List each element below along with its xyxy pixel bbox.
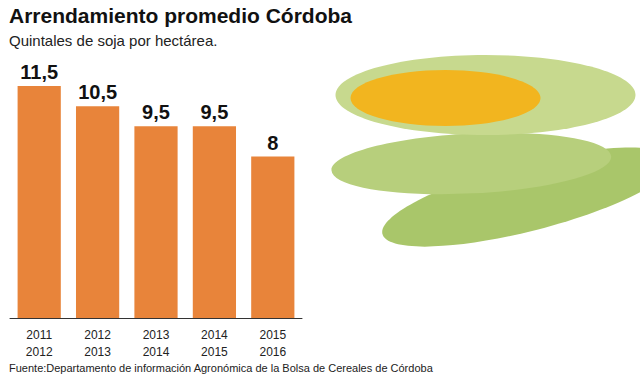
svg-text:2013: 2013 bbox=[143, 328, 170, 342]
svg-text:2013: 2013 bbox=[84, 345, 111, 359]
svg-text:2014: 2014 bbox=[143, 345, 170, 359]
svg-text:9,5: 9,5 bbox=[200, 101, 228, 123]
svg-text:Quintales de soja por hectárea: Quintales de soja por hectárea. bbox=[9, 32, 217, 49]
svg-text:9,5: 9,5 bbox=[142, 101, 170, 123]
svg-text:2012: 2012 bbox=[84, 328, 111, 342]
svg-text:2016: 2016 bbox=[259, 345, 286, 359]
svg-text:10,5: 10,5 bbox=[78, 81, 117, 103]
svg-text:11,5: 11,5 bbox=[20, 61, 58, 83]
svg-text:2014: 2014 bbox=[201, 328, 228, 342]
svg-text:2012: 2012 bbox=[26, 345, 53, 359]
svg-text:8: 8 bbox=[267, 132, 278, 154]
svg-text:2015: 2015 bbox=[259, 328, 286, 342]
svg-text:2015: 2015 bbox=[201, 345, 228, 359]
svg-text:Arrendamiento promedio Córdoba: Arrendamiento promedio Córdoba bbox=[9, 4, 352, 27]
svg-text:Fuente:Departamento de informa: Fuente:Departamento de información Agron… bbox=[9, 362, 434, 374]
svg-text:2011: 2011 bbox=[26, 328, 52, 342]
